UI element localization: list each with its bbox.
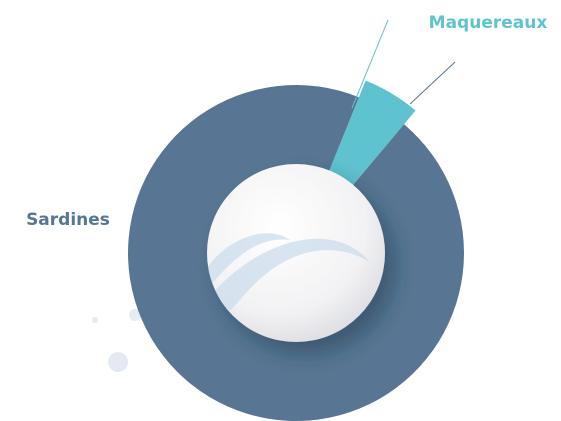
- wave: [207, 233, 290, 290]
- slice-label: Sardines: [26, 210, 110, 230]
- leader-line: [351, 19, 389, 109]
- slice: [328, 80, 416, 188]
- slice-label: Maquereaux: [429, 13, 548, 33]
- decor-dot: [108, 352, 128, 372]
- decor-dot: [129, 309, 141, 321]
- donut: [127, 80, 464, 421]
- center-disc: [207, 164, 385, 342]
- decor-dot: [92, 317, 98, 323]
- leader-line: [409, 61, 456, 105]
- slice: [127, 85, 464, 421]
